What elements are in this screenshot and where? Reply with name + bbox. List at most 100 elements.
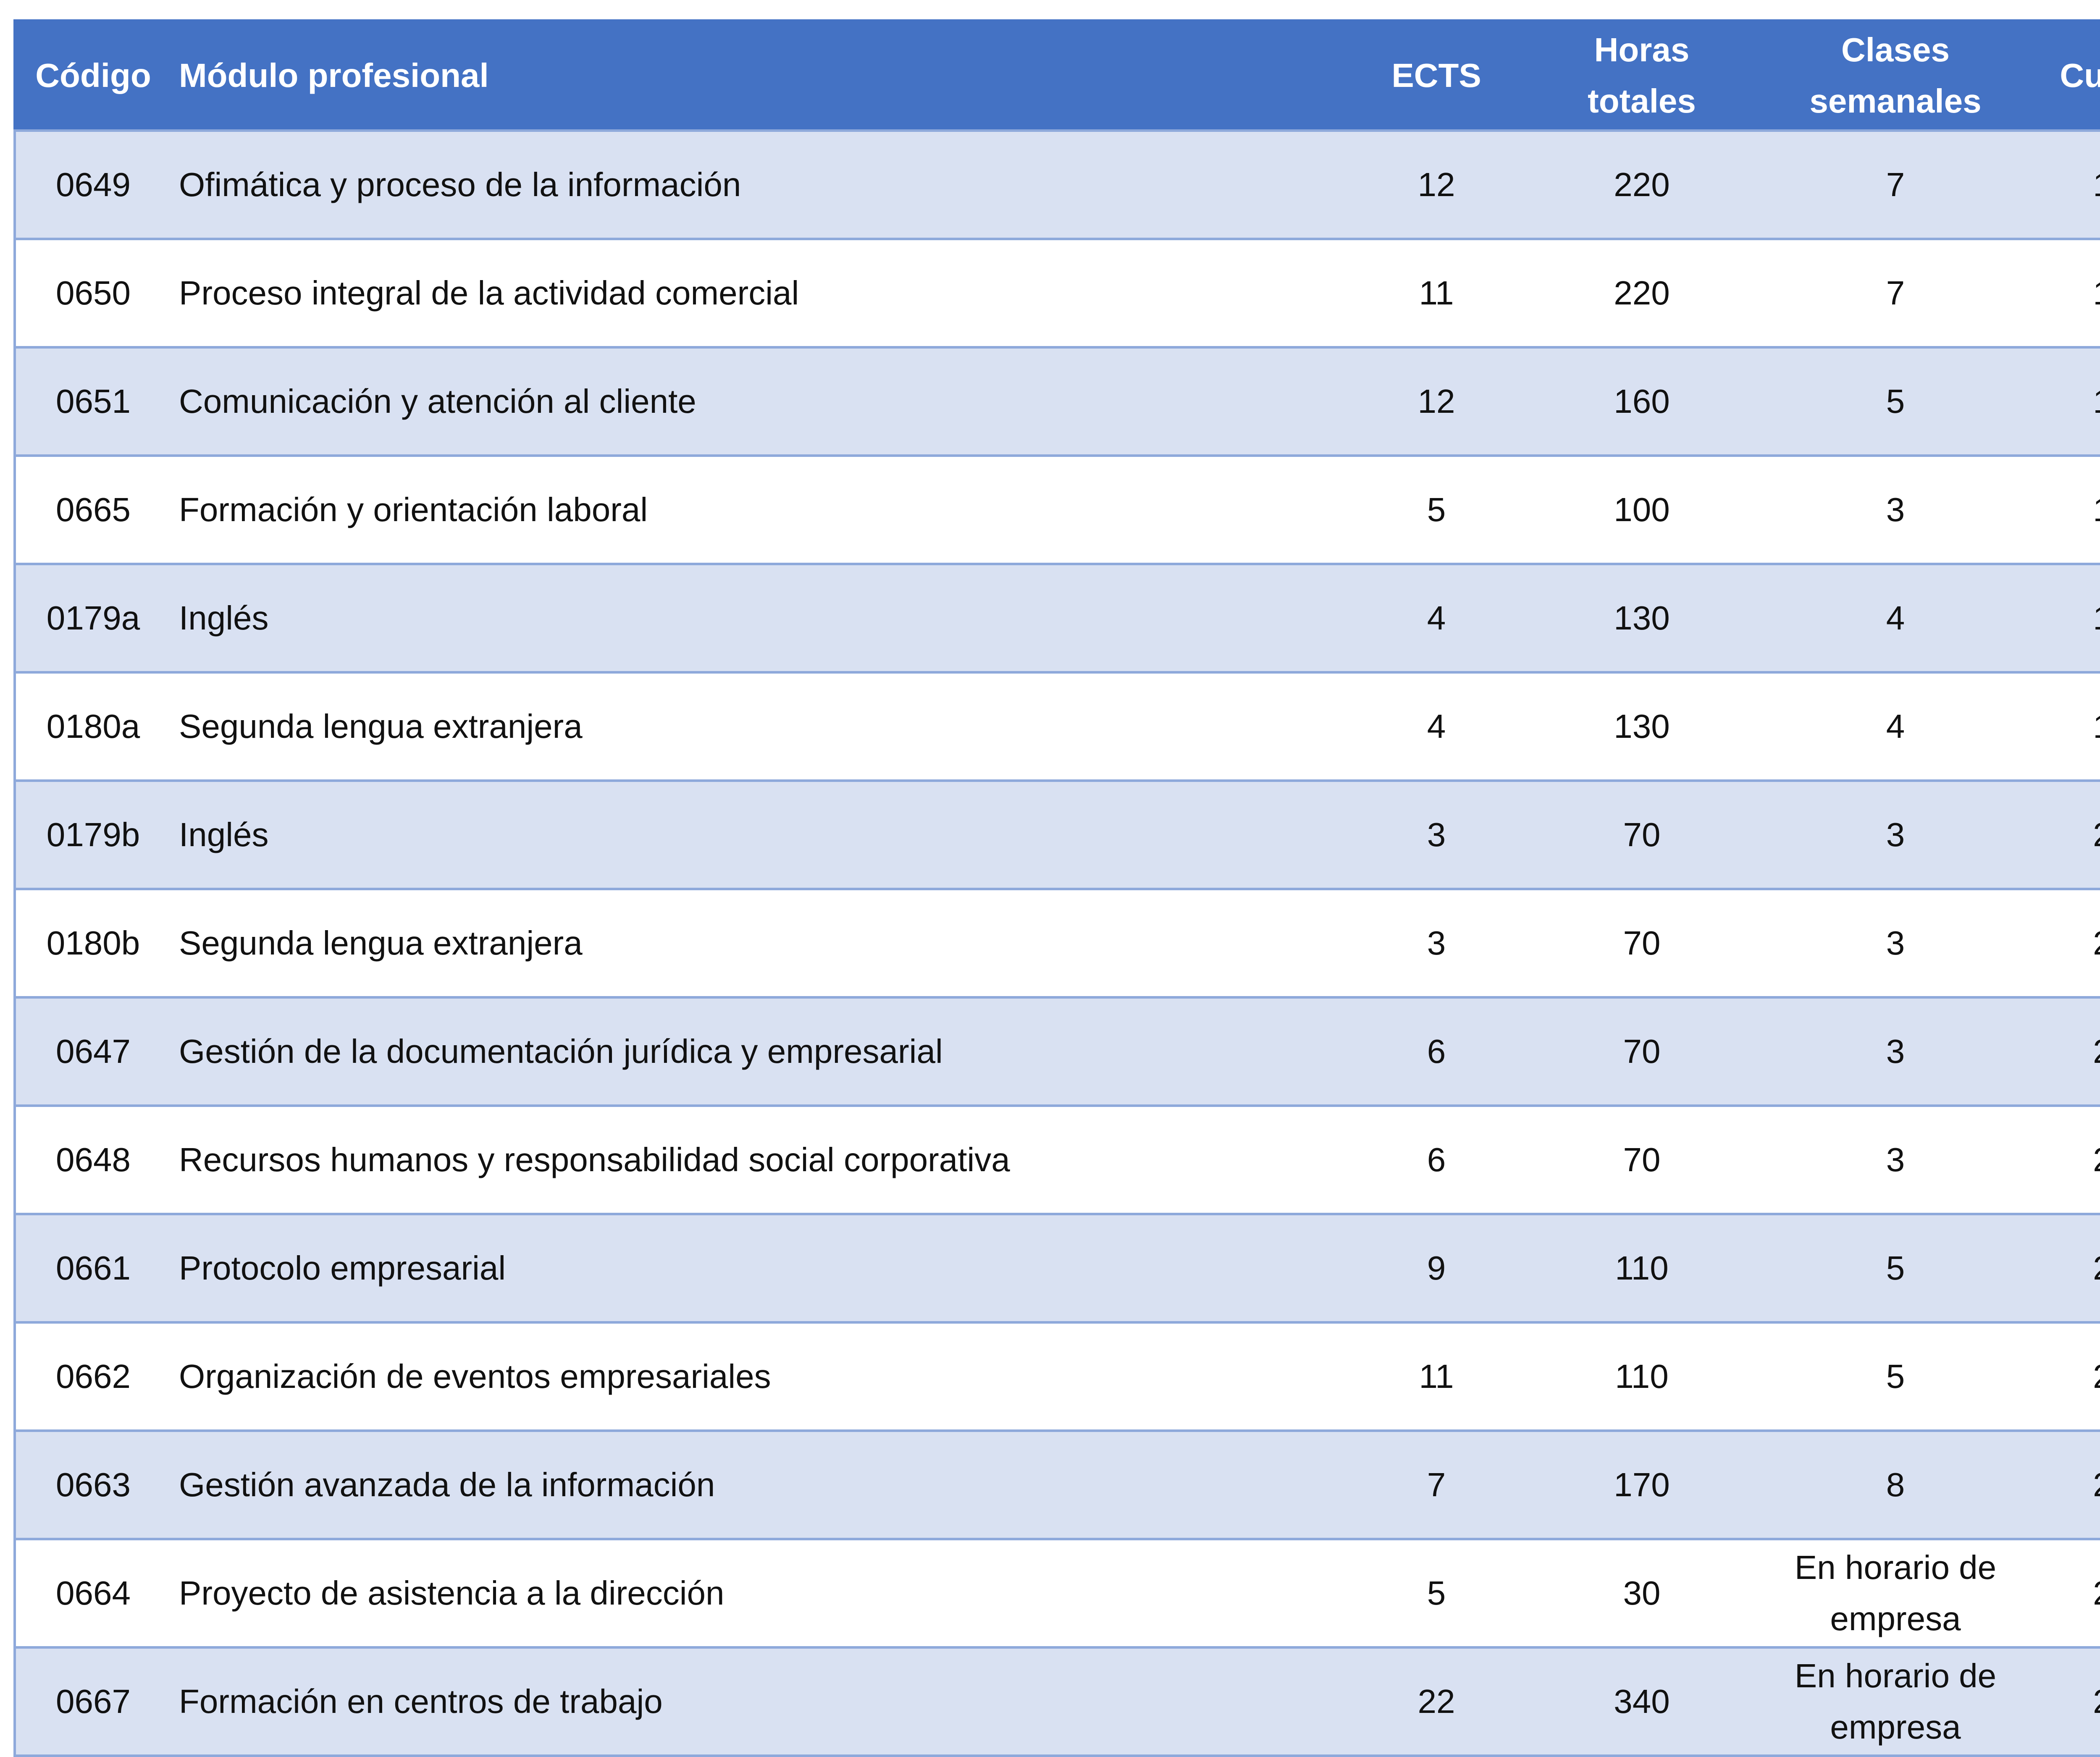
- cell-ects: 11: [1341, 1321, 1532, 1432]
- cell-ects: 5: [1341, 454, 1532, 565]
- cell-course: 1º: [2039, 238, 2100, 349]
- cell-ects: 9: [1341, 1213, 1532, 1324]
- cell-weekly: 4: [1752, 671, 2039, 782]
- cell-module: Proyecto de asistencia a la dirección: [171, 1538, 1341, 1649]
- cell-module: Inglés: [171, 563, 1341, 674]
- cell-module: Proceso integral de la actividad comerci…: [171, 238, 1341, 349]
- cell-hours: 70: [1532, 888, 1752, 999]
- header-ects: ECTS: [1341, 19, 1532, 132]
- cell-module: Gestión de la documentación jurídica y e…: [171, 996, 1341, 1107]
- cell-hours: 220: [1532, 238, 1752, 349]
- cell-module: Gestión avanzada de la información: [171, 1429, 1341, 1540]
- cell-ects: 6: [1341, 1104, 1532, 1215]
- cell-module: Ofimática y proceso de la información: [171, 129, 1341, 240]
- cell-hours: 70: [1532, 996, 1752, 1107]
- cell-weekly: 5: [1752, 1213, 2039, 1324]
- cell-ects: 4: [1341, 563, 1532, 674]
- cell-course: 2º: [2039, 996, 2100, 1107]
- cell-course: 1º: [2039, 563, 2100, 674]
- cell-course: 2º: [2039, 888, 2100, 999]
- cell-module: Inglés: [171, 779, 1341, 890]
- table-body: 0649 Ofimática y proceso de la informació…: [13, 129, 2100, 1757]
- cell-code: 0665: [13, 454, 171, 565]
- cell-weekly: 7: [1752, 238, 2039, 349]
- cell-code: 0648: [13, 1104, 171, 1215]
- header-weekly: Clases semanales: [1752, 19, 2039, 132]
- cell-code: 0180b: [13, 888, 171, 999]
- cell-module: Comunicación y atención al cliente: [171, 346, 1341, 457]
- table-header: Código Módulo profesional ECTS Horas tot…: [13, 19, 2100, 132]
- table-row: 0664 Proyecto de asistencia a la direcció…: [13, 1538, 2100, 1649]
- modules-table-container: Código Módulo profesional ECTS Horas tot…: [13, 19, 2100, 1757]
- table-row: 0179aInglés413041º: [13, 563, 2100, 674]
- header-module: Módulo profesional: [171, 19, 1341, 132]
- cell-hours: 100: [1532, 454, 1752, 565]
- cell-weekly: 3: [1752, 779, 2039, 890]
- cell-ects: 12: [1341, 129, 1532, 240]
- cell-course: 2º: [2039, 1646, 2100, 1757]
- table-row: 0665 Formación y orientación laboral 5 100 3…: [13, 454, 2100, 565]
- cell-module: Recursos humanos y responsabilidad socia…: [171, 1104, 1341, 1215]
- cell-code: 0179a: [13, 563, 171, 674]
- cell-ects: 7: [1341, 1429, 1532, 1540]
- cell-module: Organización de eventos empresariales: [171, 1321, 1341, 1432]
- header-row: Código Módulo profesional ECTS Horas tot…: [13, 19, 2100, 132]
- cell-hours: 220: [1532, 129, 1752, 240]
- cell-code: 0179b: [13, 779, 171, 890]
- cell-ects: 5: [1341, 1538, 1532, 1649]
- table-row: 0648 Recursos humanos y responsabilidad s…: [13, 1104, 2100, 1215]
- cell-code: 0651: [13, 346, 171, 457]
- cell-weekly: 5: [1752, 346, 2039, 457]
- header-course: Curso: [2039, 19, 2100, 132]
- cell-course: 1º: [2039, 346, 2100, 457]
- header-code: Código: [13, 19, 171, 132]
- cell-hours: 110: [1532, 1321, 1752, 1432]
- cell-ects: 12: [1341, 346, 1532, 457]
- cell-module: Formación y orientación laboral: [171, 454, 1341, 565]
- cell-code: 0650: [13, 238, 171, 349]
- cell-weekly: 3: [1752, 888, 2039, 999]
- cell-ects: 4: [1341, 671, 1532, 782]
- modules-table: Código Módulo profesional ECTS Horas tot…: [13, 19, 2100, 1757]
- cell-course: 2º: [2039, 1321, 2100, 1432]
- table-row: 0650 Proceso integral de la actividad com…: [13, 238, 2100, 349]
- cell-hours: 30: [1532, 1538, 1752, 1649]
- table-row: 0647 Gestión de la documentación jurídica…: [13, 996, 2100, 1107]
- cell-course: 1º: [2039, 129, 2100, 240]
- cell-code: 0664: [13, 1538, 171, 1649]
- cell-weekly: En horario de empresa: [1752, 1646, 2039, 1757]
- cell-hours: 70: [1532, 1104, 1752, 1215]
- table-row: 0651 Comunicación y atención al cliente 12…: [13, 346, 2100, 457]
- cell-code: 0647: [13, 996, 171, 1107]
- cell-code: 0649: [13, 129, 171, 240]
- table-row: 0667 Formación en centros de trabajo 22 340…: [13, 1646, 2100, 1757]
- cell-module: Formación en centros de trabajo: [171, 1646, 1341, 1757]
- cell-weekly: 4: [1752, 563, 2039, 674]
- cell-hours: 340: [1532, 1646, 1752, 1757]
- cell-weekly: 3: [1752, 1104, 2039, 1215]
- cell-module: Segunda lengua extranjera: [171, 888, 1341, 999]
- cell-code: 0662: [13, 1321, 171, 1432]
- cell-weekly: En horario de empresa: [1752, 1538, 2039, 1649]
- header-hours: Horas totales: [1532, 19, 1752, 132]
- cell-weekly: 5: [1752, 1321, 2039, 1432]
- cell-hours: 130: [1532, 671, 1752, 782]
- table-row: 0179bInglés37032º: [13, 779, 2100, 890]
- cell-weekly: 8: [1752, 1429, 2039, 1540]
- header-weekly-label: Clases semanales: [1809, 31, 1982, 120]
- cell-course: 2º: [2039, 1104, 2100, 1215]
- cell-ects: 22: [1341, 1646, 1532, 1757]
- cell-hours: 170: [1532, 1429, 1752, 1540]
- cell-code: 0661: [13, 1213, 171, 1324]
- cell-course: 1º: [2039, 454, 2100, 565]
- cell-ects: 11: [1341, 238, 1532, 349]
- cell-code: 0667: [13, 1646, 171, 1757]
- cell-course: 2º: [2039, 779, 2100, 890]
- cell-course: 2º: [2039, 1429, 2100, 1540]
- table-row: 0662 Organización de eventos empresariale…: [13, 1321, 2100, 1432]
- cell-weekly: 3: [1752, 454, 2039, 565]
- header-hours-label: Horas totales: [1588, 31, 1696, 120]
